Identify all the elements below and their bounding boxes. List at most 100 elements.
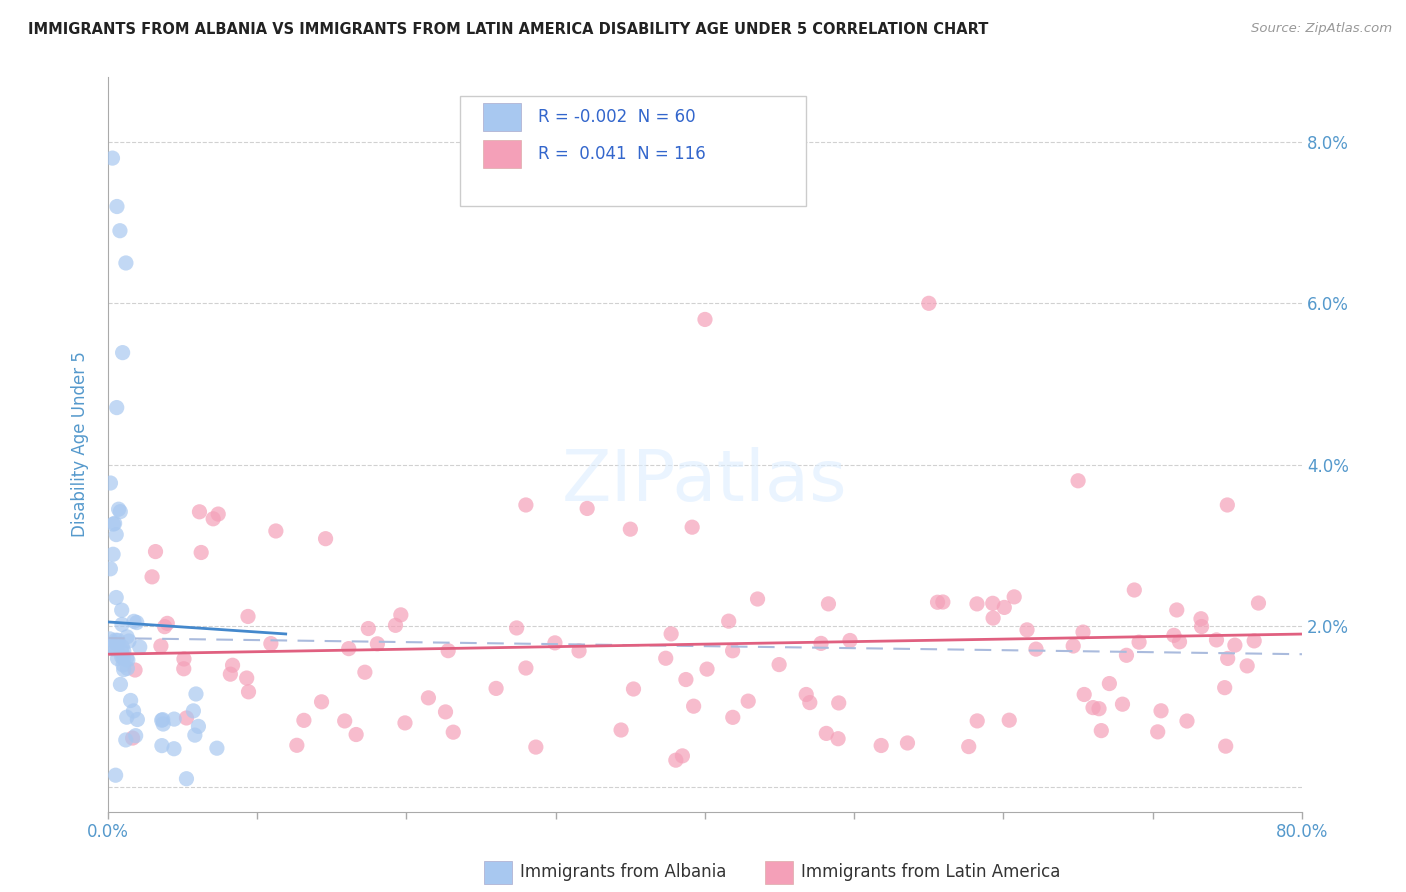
Point <box>104 636 127 650</box>
Point <box>127 713 149 727</box>
Point <box>1243 633 1265 648</box>
Point <box>932 595 955 609</box>
Point <box>104 516 127 531</box>
Point <box>815 726 838 740</box>
Point <box>153 620 176 634</box>
Point <box>117 661 139 675</box>
Point <box>1236 659 1258 673</box>
Point <box>107 651 129 665</box>
Point <box>115 630 138 644</box>
Point <box>163 741 186 756</box>
Point <box>105 401 128 415</box>
Point <box>682 699 704 714</box>
Point <box>366 637 388 651</box>
Point <box>505 621 527 635</box>
Point <box>1191 619 1213 633</box>
Point <box>354 665 377 680</box>
Point <box>101 151 124 165</box>
Point <box>98 562 121 576</box>
Text: R =  0.041  N = 116: R = 0.041 N = 116 <box>538 145 706 162</box>
Point <box>122 704 145 718</box>
Point <box>110 677 132 691</box>
Point <box>260 637 283 651</box>
Point <box>1123 582 1146 597</box>
Point <box>152 717 174 731</box>
Point <box>176 772 198 786</box>
Point <box>173 662 195 676</box>
Point <box>107 502 129 516</box>
Point <box>441 725 464 739</box>
Point <box>125 615 148 630</box>
Point <box>1098 676 1121 690</box>
Point <box>333 714 356 728</box>
Point <box>344 727 367 741</box>
Point <box>1090 723 1112 738</box>
Point <box>357 622 380 636</box>
Point <box>112 651 135 665</box>
Point <box>1071 625 1094 640</box>
Point <box>120 693 142 707</box>
Point <box>1111 697 1133 711</box>
Point <box>659 627 682 641</box>
Point <box>1115 648 1137 663</box>
Point <box>156 616 179 631</box>
Y-axis label: Disability Age Under 5: Disability Age Under 5 <box>72 351 89 537</box>
Point <box>1215 739 1237 754</box>
Point <box>1216 498 1239 512</box>
Point <box>839 633 862 648</box>
Point <box>118 634 141 648</box>
FancyBboxPatch shape <box>482 140 522 168</box>
Point <box>315 532 337 546</box>
Point <box>188 505 211 519</box>
Point <box>145 544 167 558</box>
Point <box>927 595 949 609</box>
Point <box>623 681 645 696</box>
Point <box>111 617 134 632</box>
Point <box>184 728 207 742</box>
Point <box>918 296 941 310</box>
Point <box>114 733 136 747</box>
Point <box>981 611 1004 625</box>
Point <box>112 644 135 658</box>
Point <box>173 652 195 666</box>
Point <box>124 729 146 743</box>
Point <box>434 705 457 719</box>
Point <box>292 714 315 728</box>
Text: ZIPatlas: ZIPatlas <box>562 447 848 516</box>
Point <box>966 714 988 728</box>
Point <box>1073 688 1095 702</box>
Point <box>870 739 893 753</box>
Point <box>384 618 406 632</box>
Point <box>675 673 697 687</box>
Point <box>1163 628 1185 642</box>
Point <box>235 671 257 685</box>
Point <box>1088 702 1111 716</box>
Point <box>190 545 212 559</box>
Point <box>1216 651 1239 665</box>
Point <box>515 661 537 675</box>
Point <box>112 663 135 677</box>
Point <box>737 694 759 708</box>
Point <box>105 591 128 605</box>
Point <box>1166 603 1188 617</box>
Point <box>810 636 832 650</box>
Point <box>1062 639 1084 653</box>
Point <box>966 597 988 611</box>
Point <box>264 524 287 538</box>
Point <box>184 687 207 701</box>
Point <box>219 667 242 681</box>
Point <box>681 520 703 534</box>
Point <box>896 736 918 750</box>
Point <box>152 713 174 727</box>
Point <box>1015 623 1038 637</box>
Point <box>150 739 173 753</box>
Point <box>205 741 228 756</box>
Point <box>1150 704 1173 718</box>
FancyBboxPatch shape <box>460 95 807 206</box>
Point <box>665 753 688 767</box>
Point <box>149 639 172 653</box>
Point <box>115 651 138 665</box>
Point <box>107 633 129 648</box>
Point <box>998 713 1021 727</box>
Point <box>202 512 225 526</box>
